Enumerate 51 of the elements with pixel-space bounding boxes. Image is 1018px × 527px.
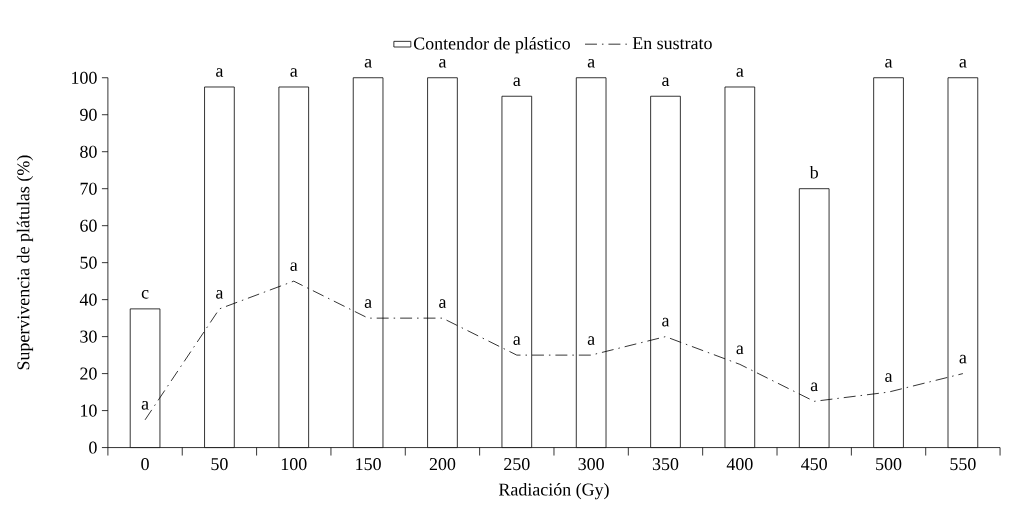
y-tick-label: 90 xyxy=(80,108,97,121)
y-tick-label: 80 xyxy=(80,145,97,158)
annotation: a xyxy=(364,299,372,308)
annotation: a xyxy=(885,373,893,382)
y-tick-label: 10 xyxy=(81,404,97,417)
x-tick-label: 300 xyxy=(578,457,604,470)
y-tick-label: 20 xyxy=(80,367,97,380)
x-tick-label: 450 xyxy=(801,457,827,470)
y-tick-label: 100 xyxy=(72,71,97,84)
x-tick-label: 0 xyxy=(141,457,149,470)
y-tick-label: 0 xyxy=(89,441,97,454)
annotation: a xyxy=(216,289,224,299)
annotation: a xyxy=(662,317,670,327)
x-tick-label: 400 xyxy=(726,457,753,470)
x-axis-title: Radiación (Gy) xyxy=(498,482,609,500)
annotation: a xyxy=(439,299,447,308)
annotation: a xyxy=(736,345,744,355)
x-tick-label: 200 xyxy=(429,457,456,470)
annotation: b xyxy=(809,165,818,179)
annotation: a xyxy=(439,58,447,68)
y-tick-label: 50 xyxy=(80,256,97,269)
annotation: a xyxy=(216,68,224,77)
annotation: a xyxy=(364,58,372,68)
y-tick-label: 40 xyxy=(79,293,97,306)
x-tick-label: 550 xyxy=(950,457,976,470)
annotation: a xyxy=(290,68,298,77)
annotation: a xyxy=(587,58,595,68)
y-tick-label: 60 xyxy=(80,219,97,232)
x-tick-label: 250 xyxy=(504,457,530,470)
annotation: a xyxy=(141,400,149,410)
legend-label: Contendor de plástico xyxy=(413,36,570,54)
x-tick-label: 500 xyxy=(876,457,902,470)
annotation: a xyxy=(587,336,595,345)
annotation: a xyxy=(736,68,744,77)
x-tick-label: 100 xyxy=(281,457,307,470)
annotation: a xyxy=(290,262,298,271)
annotation: a xyxy=(959,354,967,364)
annotation: a xyxy=(885,58,893,68)
x-tick-label: 350 xyxy=(652,457,679,470)
y-axis-title: Supervivencia de plátulas (%) xyxy=(16,155,34,370)
annotation: a xyxy=(513,77,521,86)
y-tick-label: 70 xyxy=(80,182,97,195)
annotation: a xyxy=(959,58,967,68)
x-tick-label: 50 xyxy=(211,457,228,470)
y-tick-label: 30 xyxy=(80,330,97,343)
annotation: c xyxy=(141,289,149,299)
annotation: a xyxy=(662,77,670,86)
annotation: a xyxy=(513,336,521,345)
legend-label: En sustrato xyxy=(632,37,712,50)
x-tick-label: 150 xyxy=(356,457,381,470)
annotation: a xyxy=(810,382,818,392)
